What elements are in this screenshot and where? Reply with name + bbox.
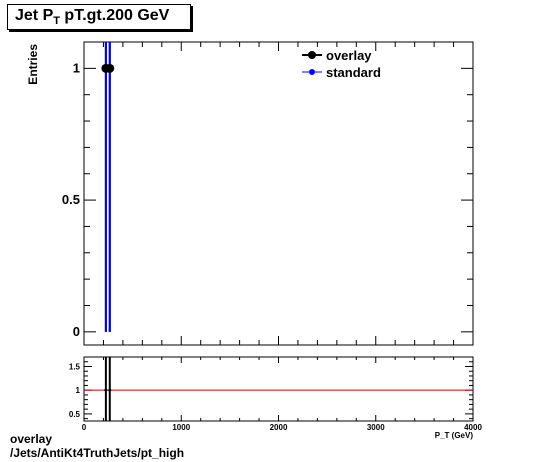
legend-marker-overlay	[308, 51, 316, 59]
ratio-y-tick-label: 1.5	[69, 362, 81, 371]
main-plot-frame	[83, 41, 474, 346]
chart-title: Jet PT pT.gt.200 GeV	[15, 7, 170, 27]
legend-label-standard: standard	[326, 65, 381, 80]
ratio-point	[108, 388, 112, 392]
main-y-tick-label: 0.5	[62, 192, 80, 207]
ratio-x-tick-label: 0	[82, 423, 87, 432]
ratio-y-tick-label: 0.5	[69, 410, 81, 419]
data-point-overlay-front	[105, 63, 115, 73]
legend-label-overlay: overlay	[326, 48, 372, 63]
legend-marker-standard	[309, 69, 315, 75]
ratio-plot-frame	[83, 356, 474, 422]
ratio-x-tick-label: 4000	[464, 423, 482, 432]
ratio-x-tick-label: 1000	[172, 423, 190, 432]
main-y-tick-label: 0	[73, 324, 80, 339]
footer-path: /Jets/AntiKt4TruthJets/pt_high	[10, 446, 185, 460]
ratio-x-tick-label: 2000	[270, 423, 288, 432]
ratio-x-axis-label: P_T (GeV)	[435, 431, 474, 440]
ratio-point	[104, 388, 108, 392]
main-y-tick-label: 1	[73, 60, 80, 75]
main-y-axis-label: Entries	[26, 44, 40, 85]
ratio-y-tick-label: 1	[76, 386, 81, 395]
footer: overlay /Jets/AntiKt4TruthJets/pt_high	[10, 432, 184, 460]
footer-label: overlay	[10, 432, 53, 446]
title-box: Jet PT pT.gt.200 GeV	[7, 4, 191, 30]
ratio-x-tick-label: 3000	[367, 423, 385, 432]
